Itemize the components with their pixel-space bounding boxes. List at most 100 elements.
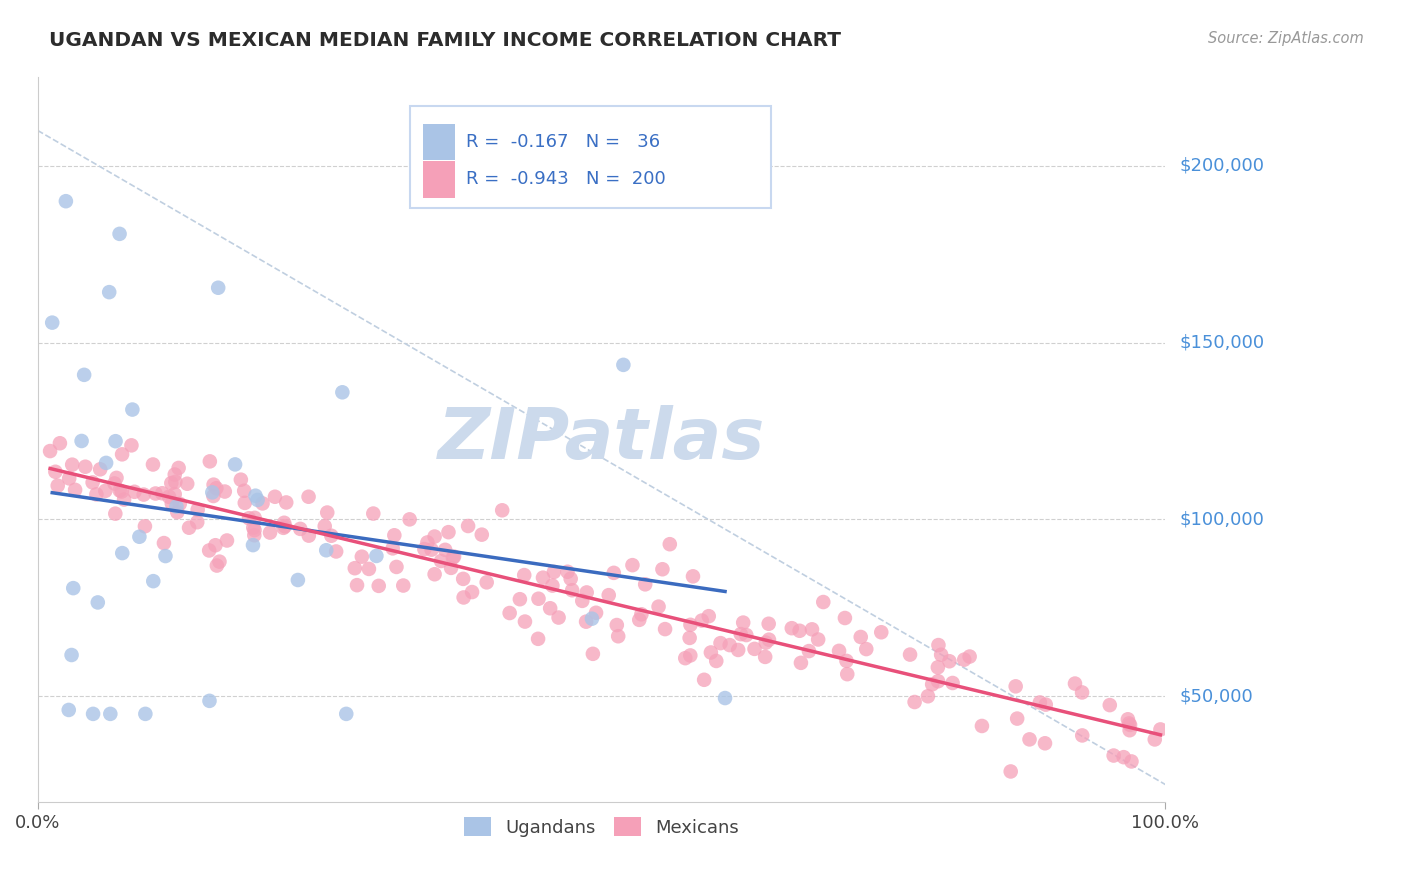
Point xyxy=(628,613,651,627)
Point xyxy=(243,528,266,542)
Point xyxy=(797,644,820,658)
Point xyxy=(124,484,146,499)
Point xyxy=(651,562,673,576)
Point xyxy=(704,654,727,668)
Point xyxy=(132,487,155,501)
Point xyxy=(163,467,186,482)
Text: R =  -0.167   N =   36: R = -0.167 N = 36 xyxy=(467,133,661,151)
Point xyxy=(603,566,626,580)
Point xyxy=(575,585,598,599)
Point xyxy=(111,484,134,499)
Point xyxy=(204,538,226,552)
Point xyxy=(420,542,443,557)
Point xyxy=(350,549,373,564)
Point xyxy=(87,595,110,609)
Point xyxy=(198,543,221,558)
Point xyxy=(430,554,453,568)
Point xyxy=(413,542,436,557)
Point xyxy=(1000,764,1022,779)
Point xyxy=(142,458,165,472)
Point xyxy=(73,368,96,382)
Point xyxy=(1149,723,1171,737)
Point xyxy=(98,285,121,300)
Point xyxy=(437,525,460,540)
Point xyxy=(166,505,188,519)
Point xyxy=(513,568,536,582)
Point xyxy=(1118,716,1140,731)
Point xyxy=(801,623,824,637)
Point xyxy=(62,581,84,595)
Point xyxy=(1071,685,1094,699)
Point xyxy=(1118,723,1140,738)
Point xyxy=(229,473,252,487)
Point xyxy=(392,578,415,592)
Point xyxy=(457,519,479,533)
Point xyxy=(208,555,231,569)
Point xyxy=(673,651,696,665)
Point xyxy=(94,456,117,470)
Point xyxy=(58,471,80,485)
Point xyxy=(942,676,965,690)
Point xyxy=(274,519,297,533)
Point xyxy=(807,632,830,647)
Point xyxy=(367,579,389,593)
Point xyxy=(70,434,93,448)
Point xyxy=(682,569,704,583)
Point xyxy=(160,497,183,511)
Point xyxy=(273,521,295,535)
Point xyxy=(1112,750,1135,764)
Point xyxy=(224,458,246,472)
Point xyxy=(733,615,755,630)
Point xyxy=(104,507,127,521)
Point xyxy=(245,489,267,503)
Point xyxy=(423,530,446,544)
Point xyxy=(321,529,343,543)
Point xyxy=(1035,698,1057,712)
Point xyxy=(316,506,339,520)
Point xyxy=(813,595,835,609)
Point xyxy=(108,227,131,241)
Point xyxy=(927,674,949,689)
Point xyxy=(82,475,104,490)
Point xyxy=(475,575,498,590)
Point xyxy=(39,444,62,458)
Point xyxy=(929,648,952,662)
Point xyxy=(531,571,554,585)
Point xyxy=(690,614,713,628)
Point xyxy=(904,695,927,709)
Point xyxy=(145,486,167,500)
Point xyxy=(789,624,811,638)
FancyBboxPatch shape xyxy=(423,161,456,198)
Point xyxy=(165,475,187,489)
Point xyxy=(242,520,264,534)
Point xyxy=(718,638,741,652)
Point xyxy=(571,594,593,608)
Point xyxy=(346,578,368,592)
Point xyxy=(834,611,856,625)
Point xyxy=(157,490,180,504)
Point xyxy=(612,358,634,372)
Point xyxy=(714,691,737,706)
Point xyxy=(621,558,644,573)
Point xyxy=(440,561,463,575)
Point xyxy=(678,631,700,645)
Point xyxy=(94,483,117,498)
Point xyxy=(252,496,274,510)
Point xyxy=(233,483,256,498)
Point xyxy=(557,565,579,579)
Point xyxy=(953,653,976,667)
Point xyxy=(654,622,676,636)
Point xyxy=(509,592,531,607)
Point xyxy=(700,645,723,659)
Point xyxy=(780,621,803,635)
Point xyxy=(46,478,69,492)
Point xyxy=(543,565,565,579)
Point xyxy=(1119,718,1142,732)
Point xyxy=(560,572,582,586)
Point xyxy=(959,649,981,664)
Point xyxy=(363,507,385,521)
Point xyxy=(104,434,127,449)
Point xyxy=(1102,748,1125,763)
Point xyxy=(335,706,357,721)
Text: R =  -0.943   N =  200: R = -0.943 N = 200 xyxy=(467,170,666,188)
